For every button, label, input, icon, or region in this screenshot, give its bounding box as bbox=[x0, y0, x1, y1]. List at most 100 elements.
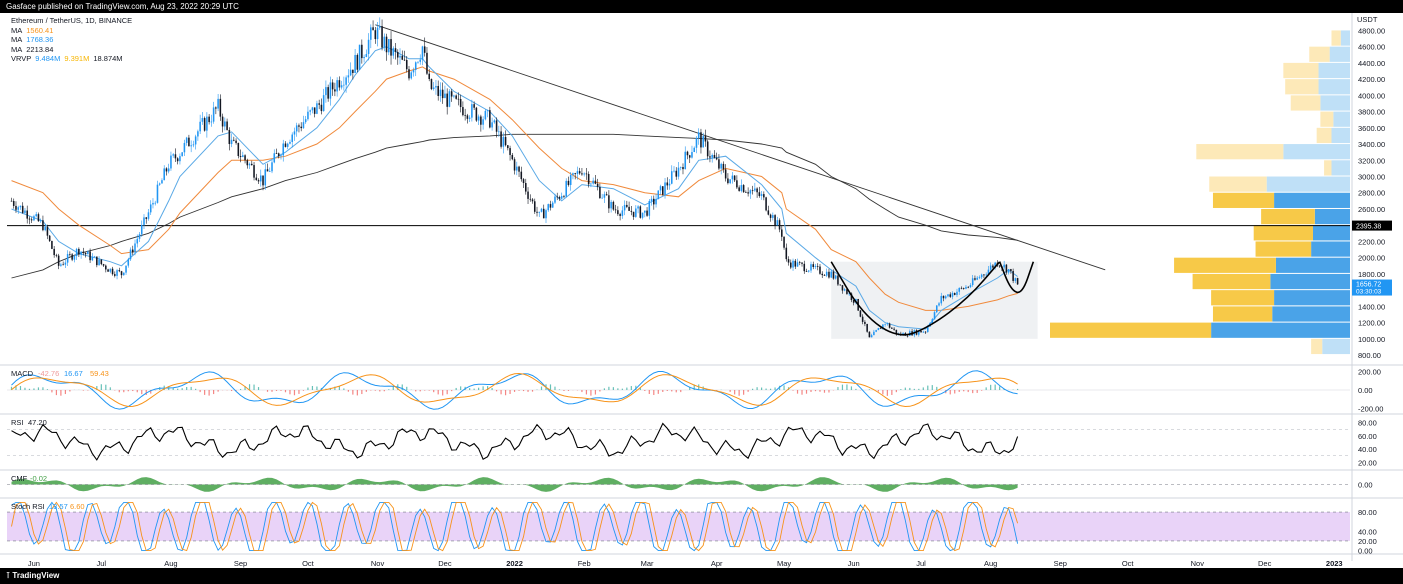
macd-histogram-bar bbox=[181, 388, 183, 390]
candle-body bbox=[574, 173, 576, 174]
volume-profile-up-bar bbox=[1340, 30, 1350, 46]
stoch-label: Stoch RSI bbox=[11, 502, 45, 511]
candle-body bbox=[102, 264, 105, 266]
volume-profile-down-bar bbox=[1174, 257, 1276, 273]
candle-body bbox=[82, 251, 85, 253]
x-tick-label: Jul bbox=[916, 559, 926, 568]
macd-histogram-bar bbox=[774, 387, 776, 390]
candle-body bbox=[812, 264, 815, 267]
candle-body bbox=[412, 70, 415, 73]
volume-profile-down-bar bbox=[1211, 290, 1275, 306]
x-tick-label: Oct bbox=[1122, 559, 1135, 568]
candle-body bbox=[329, 82, 332, 99]
candle-body bbox=[769, 214, 772, 218]
candle-body bbox=[720, 163, 722, 169]
volume-profile-up-bar bbox=[1266, 176, 1350, 192]
x-tick-label: Sep bbox=[1054, 559, 1067, 568]
macd-histogram-bar bbox=[954, 390, 956, 394]
candle-body bbox=[466, 115, 469, 119]
candle-body bbox=[572, 173, 574, 175]
candle-body bbox=[118, 270, 121, 272]
macd-histogram-bar bbox=[392, 386, 394, 390]
price-tick-label: 3200.00 bbox=[1358, 156, 1385, 165]
price-unit-label: USDT bbox=[1357, 15, 1378, 24]
candle-body bbox=[635, 208, 637, 217]
macd-histogram-bar bbox=[967, 390, 969, 393]
macd-histogram-bar bbox=[841, 384, 844, 390]
macd-tick-label: 200.00 bbox=[1358, 368, 1381, 377]
candle-body bbox=[181, 152, 183, 157]
candle-body bbox=[790, 262, 792, 268]
macd-histogram-bar bbox=[482, 386, 484, 390]
candle-body bbox=[53, 248, 55, 256]
candle-body bbox=[587, 173, 590, 185]
candle-body bbox=[363, 56, 365, 59]
volume-profile-up-bar bbox=[1211, 322, 1350, 338]
candle-body bbox=[242, 155, 244, 157]
macd-histogram-bar bbox=[302, 390, 305, 391]
candle-body bbox=[253, 165, 255, 178]
candle-body bbox=[185, 137, 188, 143]
candle-body bbox=[545, 210, 547, 219]
candle-body bbox=[940, 295, 943, 304]
candle-body bbox=[12, 200, 15, 206]
candle-body bbox=[87, 251, 89, 255]
candle-body bbox=[482, 119, 484, 125]
candle-body bbox=[729, 179, 731, 184]
candle-body bbox=[751, 190, 754, 191]
candle-body bbox=[749, 190, 752, 194]
macd-tick-label: 0.00 bbox=[1358, 386, 1373, 395]
legend-ma-3: MA 2213.84 bbox=[11, 44, 54, 54]
price-tick-label: 2000.00 bbox=[1358, 254, 1385, 263]
candle-body bbox=[522, 179, 525, 184]
descending-trendline bbox=[375, 24, 1106, 271]
candle-body bbox=[100, 259, 103, 265]
macd-histogram-bar bbox=[28, 388, 31, 390]
candle-body bbox=[540, 208, 543, 212]
candle-body bbox=[846, 289, 848, 294]
macd-histogram-bar bbox=[886, 390, 888, 396]
candle-body bbox=[895, 329, 898, 334]
macd-tick-label: -200.00 bbox=[1358, 404, 1383, 413]
candle-body bbox=[421, 46, 424, 60]
macd-histogram-bar bbox=[608, 386, 610, 390]
candle-body bbox=[560, 196, 563, 199]
price-tick-label: 2600.00 bbox=[1358, 205, 1385, 214]
candle-body bbox=[96, 256, 98, 266]
candle-body bbox=[520, 171, 523, 180]
candle-body bbox=[969, 285, 972, 288]
candle-body bbox=[985, 274, 987, 276]
x-tick-label: Mar bbox=[641, 559, 654, 568]
candle-body bbox=[875, 330, 877, 332]
candle-body bbox=[318, 103, 320, 105]
macd-histogram-bar bbox=[190, 386, 192, 390]
candle-body bbox=[765, 197, 767, 211]
price-tick-label: 4200.00 bbox=[1358, 75, 1385, 84]
candle-body bbox=[199, 121, 201, 132]
macd-histogram-bar bbox=[522, 390, 525, 392]
candle-body bbox=[1016, 278, 1019, 285]
macd-histogram-bar bbox=[60, 390, 62, 396]
candle-body bbox=[547, 204, 550, 211]
candle-body bbox=[944, 296, 947, 299]
publish-header: Gasface published on TradingView.com, Au… bbox=[0, 0, 1403, 13]
handle-curve bbox=[998, 260, 1035, 294]
candle-body bbox=[114, 274, 116, 276]
stoch-tick-label: 20.00 bbox=[1358, 537, 1377, 546]
macd-histogram-bar bbox=[540, 386, 543, 390]
macd-histogram-bar bbox=[752, 388, 754, 390]
candle-body bbox=[668, 183, 671, 186]
macd-histogram-bar bbox=[765, 388, 767, 390]
macd-histogram-bar bbox=[922, 387, 924, 390]
volume-profile-down-bar bbox=[1196, 144, 1284, 160]
candle-body bbox=[149, 204, 152, 213]
candle-body bbox=[179, 156, 181, 162]
candle-body bbox=[188, 137, 190, 147]
candle-body bbox=[513, 159, 516, 171]
candle-body bbox=[542, 208, 545, 219]
tradingview-logo-icon: ⊺ TradingView bbox=[6, 571, 60, 580]
macd-histogram-bar bbox=[199, 390, 201, 393]
candle-body bbox=[554, 196, 556, 203]
macd-histogram-bar bbox=[280, 390, 282, 391]
